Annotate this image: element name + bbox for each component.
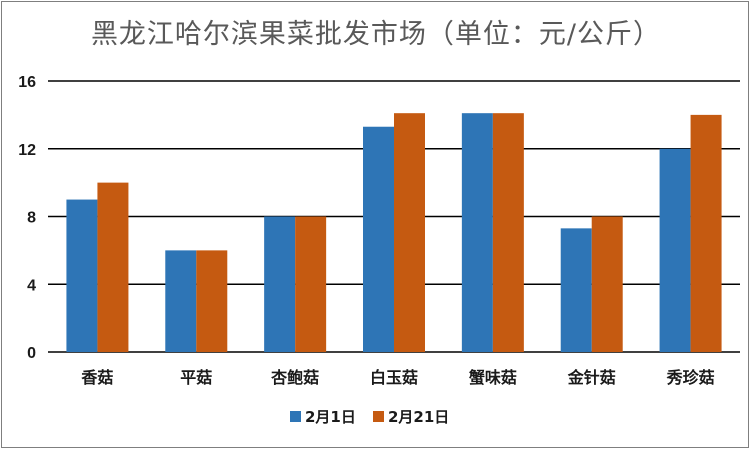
x-tick-label: 秀珍菇 xyxy=(666,368,715,387)
bar-0-5 xyxy=(561,228,592,352)
bar-1-3 xyxy=(394,113,425,352)
y-tick-label: 4 xyxy=(27,277,36,294)
bar-1-6 xyxy=(691,115,722,352)
x-tick-label: 杏鲍菇 xyxy=(270,368,319,387)
legend-swatch-1 xyxy=(373,411,384,422)
x-tick-label: 平菇 xyxy=(180,368,212,387)
bar-1-5 xyxy=(592,217,623,353)
y-tick-label: 16 xyxy=(18,74,36,91)
legend-label-1: 2月21日 xyxy=(388,408,449,426)
bar-0-4 xyxy=(462,113,493,352)
x-axis: 香菇 平菇 杏鲍菇 白玉菇 蟹味菇 金针菇 秀珍菇 xyxy=(80,368,714,387)
bar-0-1 xyxy=(165,250,196,352)
legend: 2月1日 2月21日 xyxy=(290,408,449,426)
x-tick-label: 蟹味菇 xyxy=(468,368,517,387)
bar-0-3 xyxy=(363,127,394,352)
bar-1-2 xyxy=(295,217,326,353)
bar-0-6 xyxy=(660,149,691,352)
y-tick-label: 0 xyxy=(27,345,36,362)
bar-0-0 xyxy=(66,200,97,352)
bar-1-0 xyxy=(97,183,128,352)
x-tick-label: 金针菇 xyxy=(567,368,616,387)
bar-1-4 xyxy=(493,113,524,352)
y-axis: 0 4 8 12 16 xyxy=(18,74,36,362)
y-tick-label: 12 xyxy=(18,142,36,159)
legend-swatch-0 xyxy=(290,411,301,422)
x-tick-label: 白玉菇 xyxy=(370,368,418,387)
legend-label-0: 2月1日 xyxy=(305,408,356,426)
bar-0-2 xyxy=(264,217,295,353)
bar-1-1 xyxy=(196,250,227,352)
y-tick-label: 8 xyxy=(27,210,36,227)
x-tick-label: 香菇 xyxy=(80,368,113,387)
